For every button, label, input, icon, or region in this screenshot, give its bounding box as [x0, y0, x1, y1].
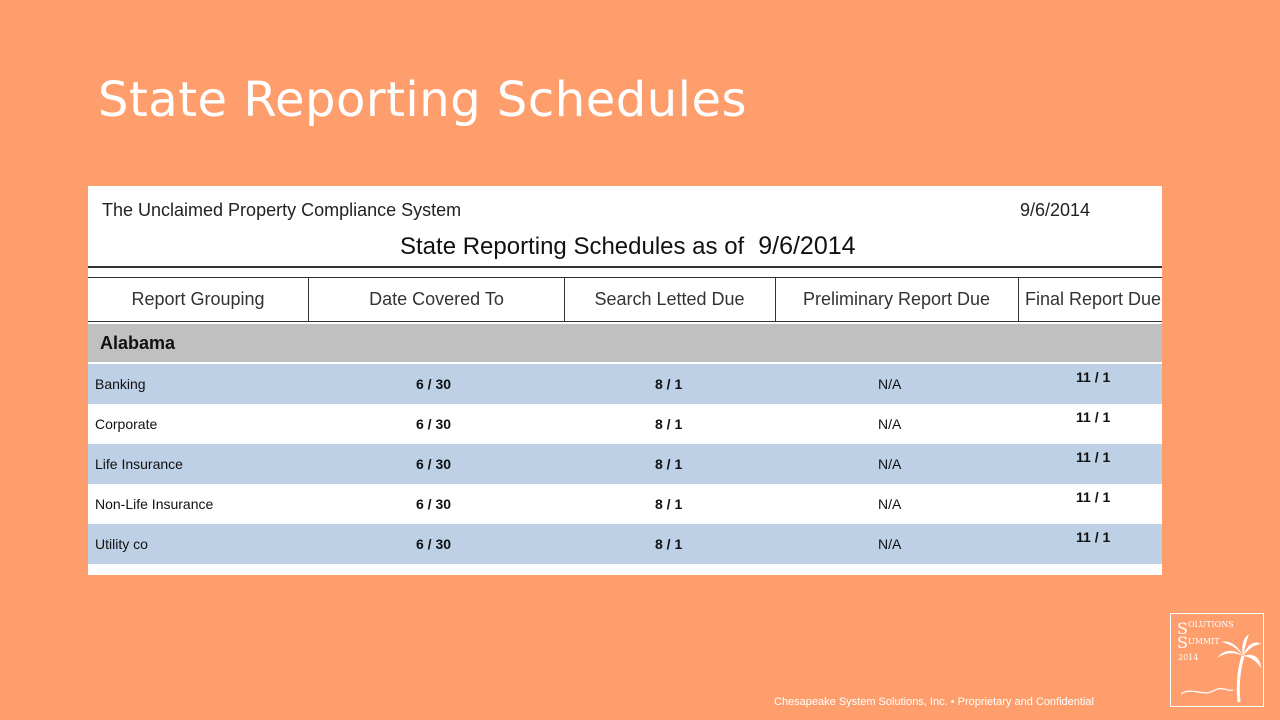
column-header-search-due: Search Letted Due — [564, 277, 776, 322]
search-due-cell: 8 / 1 — [655, 496, 683, 512]
svg-text:S: S — [1177, 633, 1188, 652]
column-header-preliminary-due: Preliminary Report Due — [775, 277, 1019, 322]
final-due-cell: 11 / 1 — [1076, 449, 1111, 465]
group-header-alabama: Alabama — [88, 324, 1162, 362]
table-row: Banking 6 / 30 8 / 1 N/A 11 / 1 — [88, 364, 1162, 404]
solutions-summit-logo: S OLUTIONS S UMMIT 2014 — [1170, 613, 1264, 707]
report-grouping-cell: Non-Life Insurance — [95, 496, 214, 512]
svg-text:OLUTIONS: OLUTIONS — [1188, 620, 1234, 629]
table-row: Non-Life Insurance 6 / 30 8 / 1 N/A 11 /… — [88, 484, 1162, 524]
preliminary-due-cell: N/A — [878, 456, 902, 472]
table-row: Corporate 6 / 30 8 / 1 N/A 11 / 1 — [88, 404, 1162, 444]
date-covered-cell: 6 / 30 — [416, 416, 452, 432]
svg-text:2014: 2014 — [1178, 653, 1198, 662]
print-date: 9/6/2014 — [1020, 200, 1091, 220]
final-due-cell: 11 / 1 — [1076, 489, 1111, 505]
date-covered-cell: 6 / 30 — [416, 536, 452, 552]
search-due-cell: 8 / 1 — [655, 456, 683, 472]
column-header-date-covered: Date Covered To — [308, 277, 565, 322]
final-due-cell: 11 / 1 — [1076, 409, 1111, 425]
report-screenshot: The Unclaimed Property Compliance System… — [88, 186, 1162, 575]
preliminary-due-cell: N/A — [878, 416, 902, 432]
report-title: State Reporting Schedules as of 9/6/2014 — [400, 232, 856, 261]
date-covered-cell: 6 / 30 — [416, 376, 452, 392]
preliminary-due-cell: N/A — [878, 496, 902, 512]
report-grouping-cell: Corporate — [95, 416, 158, 432]
report-heading: State Reporting Schedules as of — [400, 233, 745, 260]
final-due-cell: 11 / 1 — [1076, 529, 1111, 545]
svg-text:S: S — [1177, 619, 1188, 638]
report-grouping-cell: Life Insurance — [95, 456, 183, 472]
report-grouping-cell: Banking — [95, 376, 146, 392]
search-due-cell: 8 / 1 — [655, 376, 683, 392]
report-grouping-cell: Utility co — [95, 536, 148, 552]
preliminary-due-cell: N/A — [878, 376, 902, 392]
search-due-cell: 8 / 1 — [655, 416, 683, 432]
slide-title: State Reporting Schedules — [98, 72, 747, 128]
column-header-report-grouping: Report Grouping — [88, 277, 309, 322]
column-header-final-due: Final Report Due — [1018, 277, 1162, 322]
preliminary-due-cell: N/A — [878, 536, 902, 552]
date-covered-cell: 6 / 30 — [416, 456, 452, 472]
table-row: Life Insurance 6 / 30 8 / 1 N/A 11 / 1 — [88, 444, 1162, 484]
report-heading-date: 9/6/2014 — [758, 232, 856, 260]
search-due-cell: 8 / 1 — [655, 536, 683, 552]
table-row: Utility co 6 / 30 8 / 1 N/A 11 / 1 — [88, 524, 1162, 564]
date-covered-cell: 6 / 30 — [416, 496, 452, 512]
header-rule — [88, 266, 1162, 268]
slide-footer: Chesapeake System Solutions, Inc. • Prop… — [774, 696, 1094, 708]
svg-text:UMMIT: UMMIT — [1188, 637, 1220, 646]
final-due-cell: 11 / 1 — [1076, 369, 1111, 385]
system-name: The Unclaimed Property Compliance System — [102, 200, 462, 220]
solutions-summit-logo-icon: S OLUTIONS S UMMIT 2014 — [1177, 619, 1261, 703]
